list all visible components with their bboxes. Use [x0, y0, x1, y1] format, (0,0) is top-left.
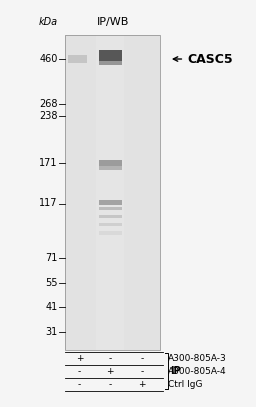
Text: Ctrl IgG: Ctrl IgG — [168, 380, 202, 389]
Bar — [99, 223, 122, 226]
Bar — [99, 214, 122, 218]
Bar — [65, 35, 160, 350]
Bar — [68, 55, 88, 63]
Text: 55: 55 — [45, 278, 58, 288]
Text: IP/WB: IP/WB — [97, 18, 129, 27]
Bar — [99, 207, 122, 210]
Text: 41: 41 — [45, 302, 58, 312]
Text: -: - — [109, 380, 112, 389]
Text: -: - — [78, 380, 81, 389]
Text: +: + — [138, 380, 146, 389]
Bar — [96, 35, 124, 350]
Bar — [99, 166, 122, 170]
Bar — [99, 231, 122, 234]
Text: 71: 71 — [45, 254, 58, 263]
Text: A300-805A-3: A300-805A-3 — [168, 354, 226, 363]
Bar — [99, 200, 122, 205]
Text: 171: 171 — [39, 158, 58, 168]
Bar — [99, 160, 122, 166]
Text: A300-805A-4: A300-805A-4 — [168, 367, 226, 376]
Text: +: + — [106, 367, 114, 376]
Bar — [99, 50, 122, 62]
Text: 460: 460 — [39, 54, 58, 64]
Text: -: - — [109, 354, 112, 363]
Text: CASC5: CASC5 — [187, 53, 232, 66]
Text: 238: 238 — [39, 111, 58, 121]
Bar — [99, 61, 122, 65]
Bar — [65, 35, 160, 350]
Text: 268: 268 — [39, 99, 58, 109]
Text: -: - — [141, 354, 144, 363]
Text: 117: 117 — [39, 199, 58, 208]
Text: -: - — [78, 367, 81, 376]
Text: +: + — [76, 354, 83, 363]
Text: IP: IP — [170, 366, 181, 376]
Text: 31: 31 — [45, 327, 58, 337]
Text: -: - — [141, 367, 144, 376]
Text: kDa: kDa — [38, 18, 58, 27]
